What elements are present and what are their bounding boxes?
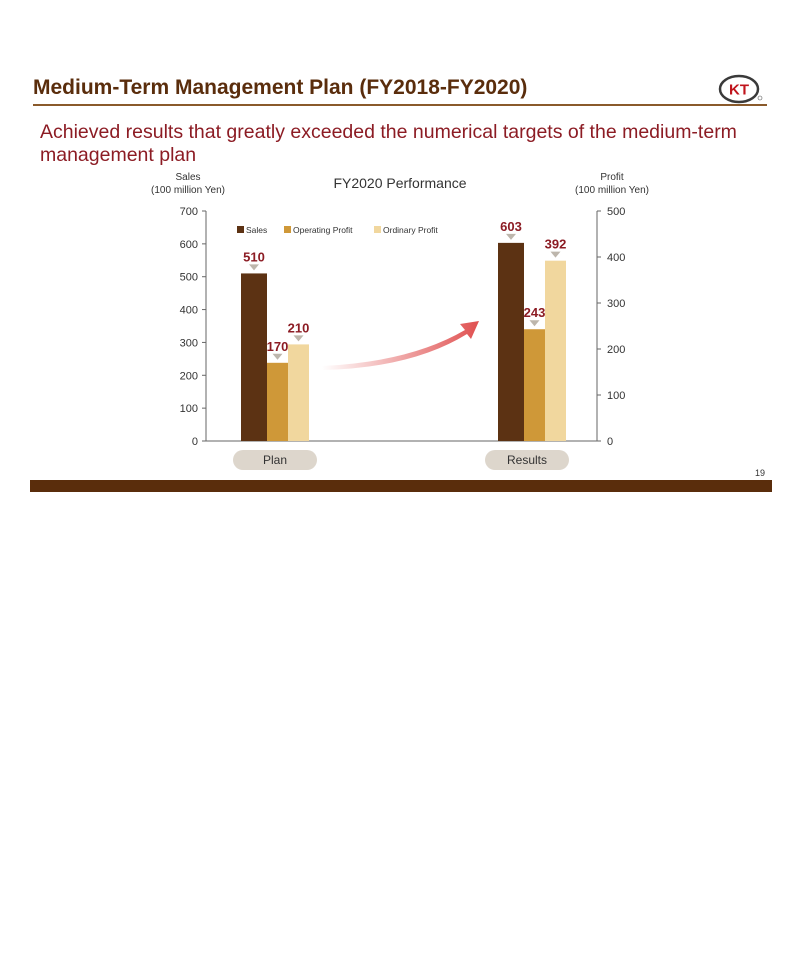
left-axis-unit: (100 million Yen) (151, 185, 225, 196)
slide-subtitle: Achieved results that greatly exceeded t… (40, 121, 737, 166)
right-axis-label: Profit (600, 172, 624, 183)
legend-label-1: Operating Profit (293, 225, 353, 235)
left-tick-label: 200 (180, 370, 198, 382)
legend-label-0: Sales (246, 225, 267, 235)
legend-label-2: Ordinary Profit (383, 225, 438, 235)
left-tick-label: 600 (180, 239, 198, 251)
category-pill-results (485, 450, 569, 470)
data-label: 210 (288, 320, 310, 335)
right-tick-label: 200 (607, 344, 625, 356)
right-tick-label: 100 (607, 390, 625, 402)
right-axis-unit: (100 million Yen) (575, 185, 649, 196)
performance-chart: FY2020 Performance Sales (100 million Ye… (151, 172, 649, 470)
right-tick-label: 300 (607, 298, 625, 310)
bar-results-1 (524, 329, 545, 441)
page-number: 19 (755, 468, 766, 478)
footer-bar: © KOEI TECMO HOLDINGS CO., LTD. All righ… (30, 480, 772, 968)
value-marker (550, 251, 561, 258)
value-marker (249, 264, 259, 271)
left-tick-label: 300 (180, 337, 198, 349)
left-tick-label: 400 (180, 305, 198, 317)
koei-tecmo-logo: KT (718, 74, 763, 104)
data-label: 243 (524, 305, 546, 320)
right-tick-label: 0 (607, 436, 613, 448)
bar-plan-0 (241, 273, 267, 441)
left-tick-label: 100 (180, 403, 198, 415)
legend-swatch-1 (284, 226, 291, 233)
left-tick-label: 0 (192, 436, 198, 448)
legend-swatch-0 (237, 226, 244, 233)
chart-title: FY2020 Performance (333, 175, 466, 191)
left-tick-label: 500 (180, 272, 198, 284)
data-label: 170 (267, 339, 289, 354)
left-tick-label: 700 (180, 206, 198, 218)
right-tick-label: 500 (607, 206, 625, 218)
value-marker (506, 233, 516, 240)
value-marker (272, 353, 283, 360)
bar-results-2 (545, 260, 566, 441)
value-marker (293, 335, 304, 342)
slide-title: Medium-Term Management Plan (FY2018-FY20… (33, 76, 528, 99)
category-label: Results (507, 453, 547, 467)
bar-results-0 (498, 242, 524, 441)
category-label: Plan (263, 453, 287, 467)
title-divider (33, 104, 767, 106)
legend-swatch-2 (374, 226, 381, 233)
svg-text:KT: KT (729, 82, 749, 99)
value-marker (529, 320, 540, 327)
copyright-text: © KOEI TECMO HOLDINGS CO., LTD. All righ… (595, 962, 738, 968)
data-label: 603 (500, 219, 522, 234)
bar-plan-1 (267, 362, 288, 441)
left-axis-label: Sales (175, 172, 200, 183)
category-pill-plan (233, 450, 317, 470)
data-label: 392 (545, 237, 567, 252)
growth-arrow (322, 321, 479, 370)
bar-plan-2 (288, 344, 309, 441)
data-label: 510 (243, 249, 265, 264)
right-tick-label: 400 (607, 252, 625, 264)
